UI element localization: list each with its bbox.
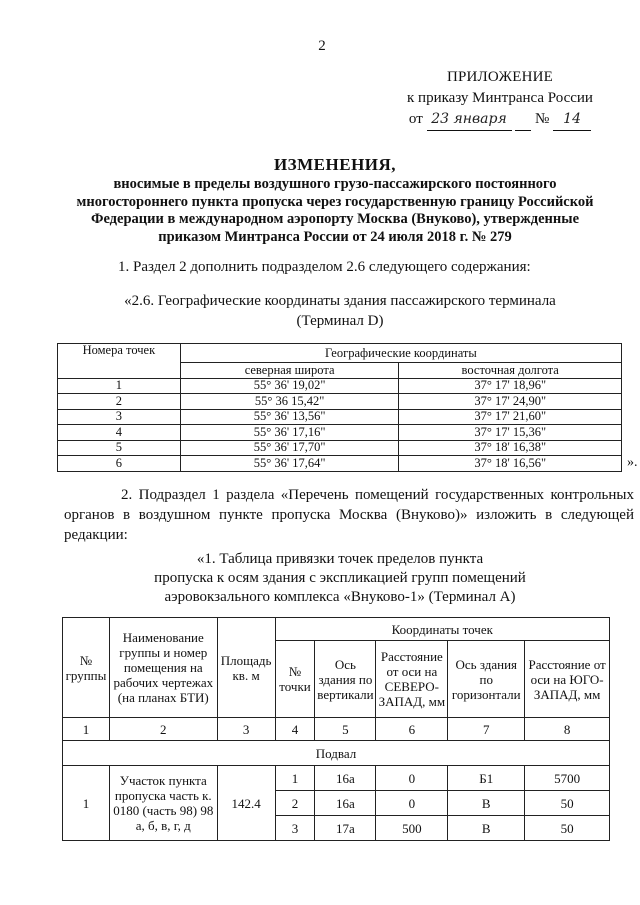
- table-row: 6 55° 36' 17,64" 37° 18' 16,56": [57, 455, 622, 472]
- table-row: 1 Участок пункта пропуска часть к. 0180 …: [62, 765, 610, 841]
- header-axis-horizontal: Ось здания по горизонтали: [447, 640, 526, 718]
- header-point-no: № точки: [274, 640, 316, 718]
- cell: 1: [62, 717, 110, 741]
- subtitle-line: Федерации в международном аэропорту Моск…: [90, 211, 580, 227]
- cell: 55° 36' 17,70": [179, 439, 400, 456]
- cell: 5: [57, 439, 181, 456]
- header-latitude: северная широта: [179, 362, 400, 379]
- quote-line: аэровокзального комплекса «Внуково-1» (Т…: [164, 589, 516, 605]
- cell: 2: [108, 717, 218, 741]
- cell: 2: [57, 393, 181, 410]
- table-row: 3 55° 36' 13,56" 37° 17' 21,60": [57, 408, 622, 425]
- table-row: 3 17а 500 В 50: [63, 815, 610, 841]
- quote-line: «1. Таблица привязки точек пределов пунк…: [196, 551, 484, 567]
- group-no-cell: 1: [62, 765, 110, 841]
- cell: 6: [375, 717, 449, 741]
- cell: Б1: [447, 765, 526, 791]
- cell: 0: [375, 790, 449, 816]
- cell: 4: [57, 424, 181, 441]
- header-longitude: восточная долгота: [398, 362, 622, 379]
- item2-text: 2. Подраздел 1 раздела «Перечень помещен…: [64, 487, 634, 543]
- cell: 55° 36' 17,16": [179, 424, 400, 441]
- quote-line: «2.6. Географические координаты здания п…: [124, 293, 556, 309]
- number-label: №: [535, 111, 550, 127]
- header-area: Площадь кв. м: [216, 617, 276, 718]
- cell: 3: [274, 815, 316, 841]
- document-subtitle: вносимые в пределы воздушного грузо-пасс…: [76, 176, 593, 246]
- cell: 37° 17' 21,60": [398, 408, 622, 425]
- appendix-title: ПРИЛОЖЕНИЕ: [446, 69, 554, 85]
- table-row: 4 55° 36' 17,16" 37° 17' 15,36": [57, 424, 622, 441]
- handwritten-date: 23 января: [426, 109, 512, 131]
- cell: 50: [524, 790, 610, 816]
- cell: 6: [57, 455, 181, 472]
- subtitle-line: приказом Минтранса России от 24 июля 201…: [158, 228, 512, 245]
- cell: 37° 17' 18,96": [398, 377, 622, 394]
- subtitle-line: многостороннего пункта пропуска через го…: [76, 193, 594, 210]
- cell: 50: [524, 815, 610, 841]
- cell: 500: [375, 815, 449, 841]
- closing-quote: ».: [627, 455, 638, 470]
- cell: 1: [57, 377, 181, 394]
- cell: 55° 36' 19,02": [179, 377, 400, 394]
- subtitle-line: вносимые в пределы воздушного грузо-пасс…: [113, 176, 557, 192]
- cell: 4: [274, 717, 316, 741]
- premises-table: № группы Наименование группы и номер пом…: [62, 617, 611, 841]
- cell: 16а: [314, 765, 377, 791]
- group-name-cell: Участок пункта пропуска часть к. 0180 (ч…: [108, 765, 218, 841]
- cell: 55° 36 15,42": [179, 393, 400, 410]
- cell: 37° 17' 15,36": [398, 424, 622, 441]
- item1-quote: «2.6. Географические координаты здания п…: [100, 291, 580, 331]
- appendix-order-line: к приказу Минтранса России: [407, 90, 593, 106]
- header-name: Наименование группы и номер помещения на…: [108, 617, 218, 718]
- cell: 16а: [314, 790, 377, 816]
- cell: 7: [447, 717, 526, 741]
- table-row: 1 55° 36' 19,02" 37° 17' 18,96": [57, 377, 622, 394]
- header-coords: Координаты точек: [274, 617, 611, 641]
- cell: 5700: [524, 765, 610, 791]
- underline-spacer: [515, 109, 532, 131]
- header-dist-sw: Расстояние от оси на ЮГО-ЗАПАД, мм: [524, 640, 610, 718]
- item2-quote: «1. Таблица привязки точек пределов пунк…: [110, 550, 570, 607]
- coordinates-table: Номера точек Географические координаты с…: [57, 343, 623, 472]
- from-label: от: [408, 111, 423, 127]
- cell: 17а: [314, 815, 377, 841]
- cell: В: [447, 790, 526, 816]
- group-area-cell: 142.4: [216, 765, 276, 841]
- table-row: 2 16а 0 В 50: [63, 790, 610, 816]
- page-number: 2: [318, 38, 326, 54]
- cell: 37° 18' 16,56": [398, 455, 622, 472]
- cell: 55° 36' 13,56": [179, 408, 400, 425]
- cell: 0: [375, 765, 449, 791]
- table-row: 2 55° 36 15,42" 37° 17' 24,90": [57, 393, 622, 410]
- quote-line: пропуска к осям здания с экспликацией гр…: [154, 570, 526, 586]
- cell: 1: [274, 765, 316, 791]
- appendix-date-line: от 23 января № 14: [390, 109, 610, 131]
- cell: 3: [57, 408, 181, 425]
- item1-text: 1. Раздел 2 дополнить подразделом 2.6 сл…: [118, 259, 531, 275]
- cell: 3: [216, 717, 276, 741]
- header-geo-coords: Географические координаты: [179, 343, 623, 363]
- appendix-block: ПРИЛОЖЕНИЕ к приказу Минтранса России от…: [390, 67, 610, 131]
- section-basement: Подвал: [62, 740, 610, 766]
- cell: В: [447, 815, 526, 841]
- cell: 8: [524, 717, 610, 741]
- column-numbers-row: 1 2 3 4 5 6 7 8: [62, 717, 610, 741]
- cell: 55° 36' 17,64": [179, 455, 400, 472]
- cell: 37° 18' 16,38": [398, 439, 622, 456]
- table-row: 5 55° 36' 17,70" 37° 18' 16,38": [57, 439, 622, 456]
- quote-line: (Терминал D): [296, 313, 384, 329]
- header-point-numbers: Номера точек: [57, 343, 181, 379]
- header-group-no: № группы: [62, 617, 110, 718]
- header-dist-nw: Расстояние от оси на СЕВЕРО-ЗАПАД, мм: [375, 640, 449, 718]
- header-axis-vertical: Ось здания по вертикали: [314, 640, 377, 718]
- document-title: ИЗМЕНЕНИЯ,: [273, 155, 397, 174]
- cell: 2: [274, 790, 316, 816]
- cell: 37° 17' 24,90": [398, 393, 622, 410]
- handwritten-number: 14: [553, 109, 592, 131]
- cell: 5: [314, 717, 377, 741]
